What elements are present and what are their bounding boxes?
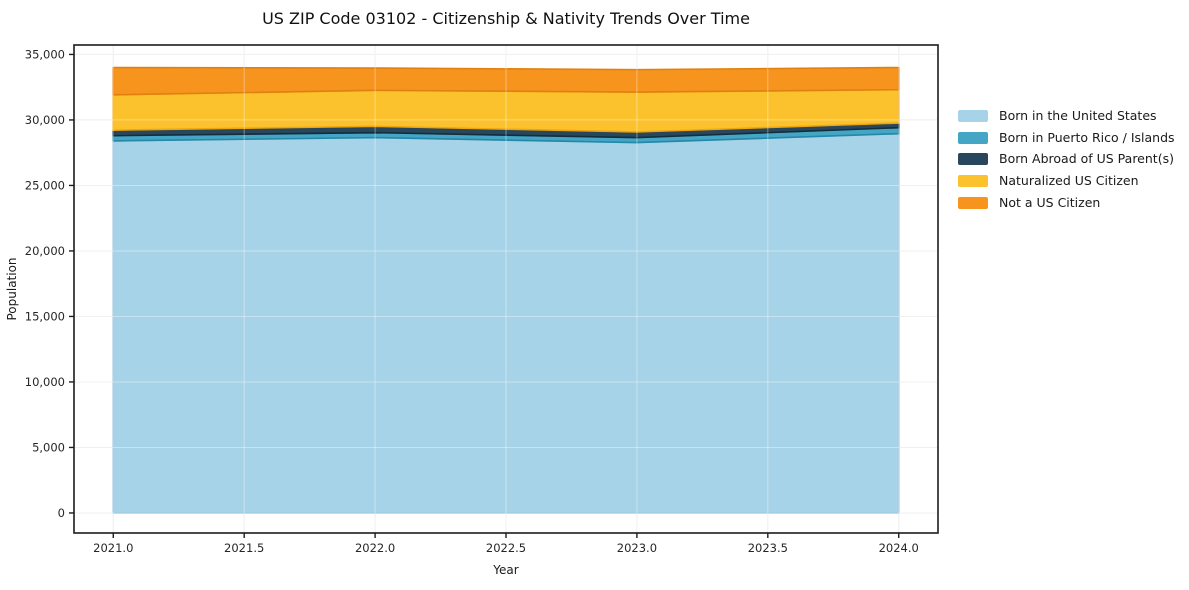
y-tick-label: 20,000 <box>25 244 65 258</box>
legend-label: Not a US Citizen <box>999 194 1101 210</box>
legend-label: Born in Puerto Rico / Islands <box>999 129 1175 145</box>
y-tick-label: 10,000 <box>25 375 65 389</box>
legend-swatch <box>958 174 988 187</box>
x-tick-label: 2024.0 <box>879 541 919 555</box>
legend-swatch <box>958 153 988 166</box>
x-axis-label: Year <box>492 563 518 577</box>
chart-title: US ZIP Code 03102 - Citizenship & Nativi… <box>262 9 750 28</box>
y-tick-label: 15,000 <box>25 309 65 323</box>
legend-swatch <box>958 131 988 144</box>
legend-item-2: Born in Puerto Rico / Islands <box>958 127 1175 149</box>
legend-item-4: Naturalized US Citizen <box>958 170 1175 192</box>
legend-item-1: Born in the United States <box>958 105 1175 127</box>
legend-label: Born Abroad of US Parent(s) <box>999 151 1174 167</box>
legend-swatch <box>958 196 988 209</box>
y-tick-label: 30,000 <box>25 113 65 127</box>
x-tick-label: 2021.0 <box>93 541 133 555</box>
y-axis-label: Population <box>5 257 19 320</box>
x-tick-label: 2023.5 <box>748 541 788 555</box>
legend-swatch <box>958 109 988 122</box>
legend-label: Naturalized US Citizen <box>999 173 1139 189</box>
y-tick-label: 25,000 <box>25 178 65 192</box>
area-series-5 <box>112 66 900 96</box>
x-tick-label: 2021.5 <box>224 541 264 555</box>
x-tick-label: 2022.0 <box>355 541 395 555</box>
x-tick-label: 2023.0 <box>617 541 657 555</box>
y-tick-label: 5,000 <box>32 440 65 454</box>
y-tick-label: 0 <box>58 506 65 520</box>
legend-label: Born in the United States <box>999 108 1157 123</box>
x-tick-label: 2022.5 <box>486 541 526 555</box>
legend-item-3: Born Abroad of US Parent(s) <box>958 148 1175 170</box>
legend-item-5: Not a US Citizen <box>958 192 1175 214</box>
y-tick-label: 35,000 <box>25 47 65 61</box>
legend: Born in the United States Born in Puerto … <box>958 105 1175 213</box>
